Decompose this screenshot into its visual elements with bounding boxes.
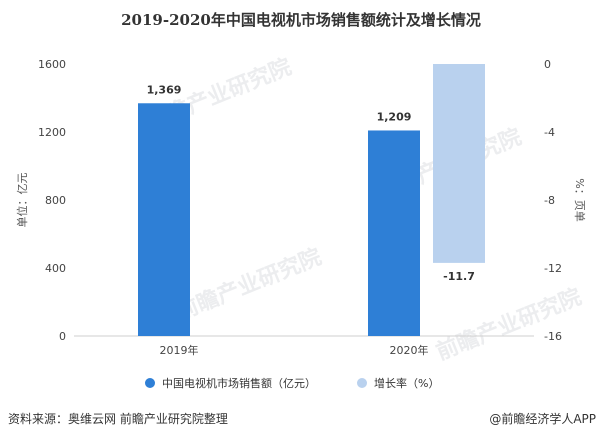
watermark-group: 前瞻产业研究院 前瞻产业研究院 前瞻产业研究院 前瞻产业研究院 [143,54,586,366]
bar-growth-rate [433,64,485,263]
y-right-tick-label: 0 [544,58,551,71]
y-left-tick-label: 1200 [38,126,66,139]
y-right-axis-title: %：页单 [573,178,586,221]
y-right-tick-label: -4 [544,126,555,139]
legend-label: 中国电视机市场销售额（亿元） [162,376,316,390]
x-tick-label: 2020年 [390,343,429,357]
footer-brand: @前瞻经济学人APP [489,411,596,426]
y-left-tick-label: 0 [59,330,66,343]
x-tick-labels: 2019年 2020年 [160,343,429,357]
watermark-text: 前瞻产业研究院 [433,284,586,366]
bar-sales [368,130,420,336]
y-left-tick-label: 800 [45,194,66,207]
footer-source: 资料来源：奥维云网 前瞻产业研究院整理 [8,411,228,426]
y-right-tick-label: -8 [544,194,555,207]
bars: 1,369 1,209 -11.7 [138,64,485,337]
y-left-tick-label: 1600 [38,58,66,71]
y-left-ticks: 0 400 800 1200 1600 [38,58,66,343]
data-label-growth: -11.7 [443,270,475,283]
data-label-sales: 1,209 [377,110,412,123]
y-right-tick-label: -16 [544,330,562,343]
legend-label: 增长率（%） [374,376,439,390]
bar-sales [138,103,190,337]
data-label-sales: 1,369 [147,83,182,96]
legend: 中国电视机市场销售额（亿元） 增长率（%） [145,376,439,390]
y-left-tick-label: 400 [45,262,66,275]
legend-marker [145,378,155,388]
x-tick-label: 2019年 [160,343,199,357]
watermark-text: 前瞻产业研究院 [173,244,326,326]
y-right-tick-label: -12 [544,262,562,275]
y-right-ticks: 0 -4 -8 -12 -16 [544,58,562,343]
legend-marker [357,378,367,388]
chart-title: 2019-2020年中国电视机市场销售额统计及增长情况 [121,11,481,29]
y-left-axis-title: 单位：亿元 [15,173,29,228]
